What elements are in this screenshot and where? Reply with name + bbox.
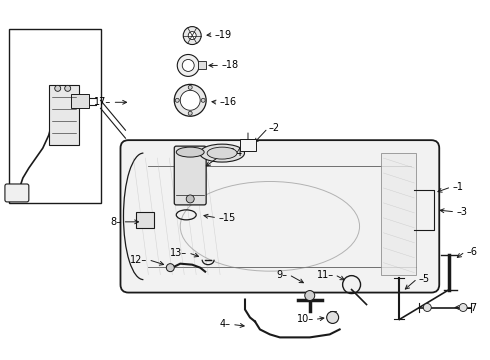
Circle shape (182, 59, 194, 71)
Circle shape (327, 311, 339, 323)
Circle shape (188, 111, 192, 115)
Text: –6: –6 (466, 247, 477, 257)
Text: –3: –3 (456, 207, 467, 217)
Bar (240, 139, 256, 151)
Bar (71, 94, 89, 108)
Text: 4–: 4– (220, 319, 231, 329)
Bar (136, 212, 154, 228)
FancyBboxPatch shape (5, 184, 29, 202)
Circle shape (188, 32, 196, 40)
Text: 11–: 11– (317, 270, 334, 280)
Text: –1: –1 (452, 182, 463, 192)
Circle shape (201, 98, 205, 102)
Circle shape (175, 98, 179, 102)
Circle shape (65, 85, 71, 91)
Ellipse shape (200, 144, 245, 162)
Text: 9–: 9– (277, 270, 288, 280)
Text: –7: –7 (466, 302, 477, 312)
Bar (9, 28, 100, 203)
Bar (382, 153, 416, 275)
Circle shape (423, 303, 431, 311)
Bar (49, 85, 78, 145)
Circle shape (186, 195, 194, 203)
Circle shape (188, 85, 192, 89)
Text: –16: –16 (219, 97, 236, 107)
Circle shape (174, 84, 206, 116)
Text: 13–: 13– (170, 248, 187, 258)
Text: –14: –14 (225, 148, 242, 158)
Circle shape (180, 90, 200, 110)
Text: 17–: 17– (94, 97, 112, 107)
Circle shape (305, 291, 315, 301)
Text: –2: –2 (269, 123, 280, 133)
Circle shape (183, 27, 201, 45)
Circle shape (177, 54, 199, 76)
Circle shape (459, 303, 467, 311)
Text: –19: –19 (214, 30, 231, 40)
FancyBboxPatch shape (121, 140, 439, 293)
Text: –5: –5 (418, 274, 429, 284)
Text: –18: –18 (221, 60, 238, 71)
Bar (198, 62, 206, 69)
Text: 8–: 8– (110, 217, 122, 227)
FancyBboxPatch shape (174, 146, 206, 205)
Ellipse shape (207, 147, 237, 159)
Text: 12–: 12– (130, 255, 147, 265)
Ellipse shape (176, 147, 204, 157)
Circle shape (166, 264, 174, 272)
Circle shape (55, 85, 61, 91)
Text: –15: –15 (218, 213, 235, 223)
Text: 10–: 10– (296, 314, 314, 324)
